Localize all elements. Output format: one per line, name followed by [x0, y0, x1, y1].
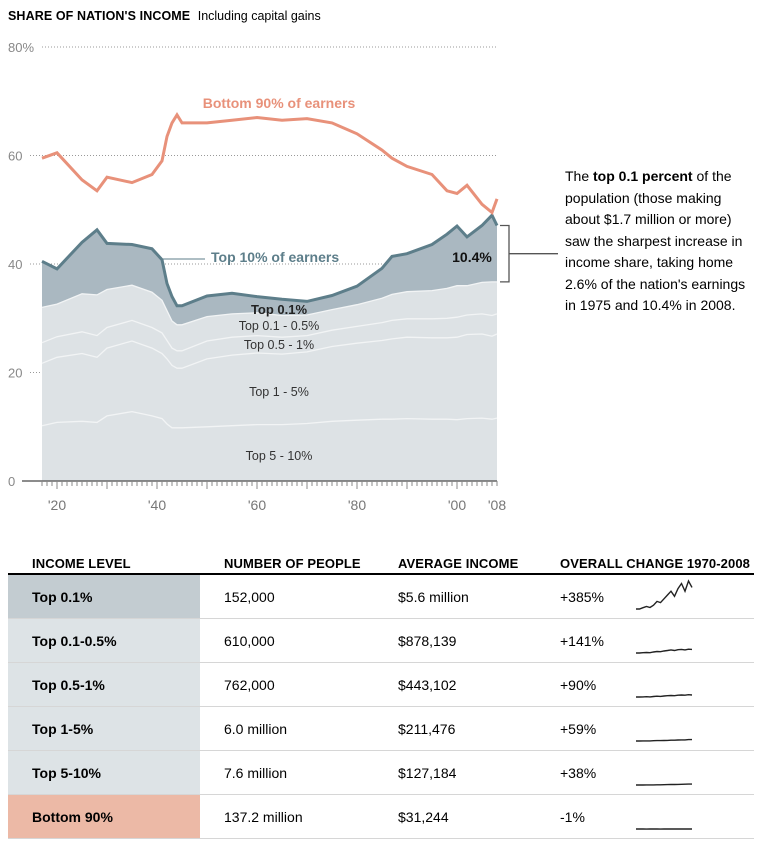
cell-income-level: Bottom 90%	[8, 794, 200, 839]
y-tick-label: 0	[8, 474, 15, 489]
top10-line	[41, 212, 499, 308]
top1-5-label: Top 1 - 5%	[249, 385, 309, 399]
callout-bracket	[500, 224, 510, 283]
change-value: -1%	[560, 808, 585, 825]
sparkline-trend	[636, 738, 692, 742]
income-table-container: INCOME LEVEL NUMBER OF PEOPLE AVERAGE IN…	[8, 553, 754, 839]
table-row: Top 1-5% 6.0 million $211,476 +59%	[8, 706, 754, 751]
cell-income-level: Top 0.5-1%	[8, 662, 200, 707]
cell-average-income: $443,102	[374, 662, 536, 707]
cell-overall-change: +90%	[536, 662, 754, 707]
bottom90-label: Bottom 90% of earners	[203, 95, 356, 111]
cell-number-of-people: 610,000	[200, 618, 374, 663]
sparkline	[636, 693, 693, 698]
top10-label: Top 10% of earners	[211, 249, 339, 265]
x-tick-label: '80	[348, 497, 366, 513]
change-value: +141%	[560, 632, 604, 649]
change-value: +59%	[560, 720, 597, 737]
income-table: INCOME LEVEL NUMBER OF PEOPLE AVERAGE IN…	[8, 553, 754, 839]
table-body: Top 0.1% 152,000 $5.6 million +385% Top 0.1-…	[8, 574, 754, 839]
sparkline-trend	[636, 648, 693, 654]
note-text-bold: top 0.1 percent	[593, 168, 693, 184]
x-tick-label: '20	[48, 497, 66, 513]
y-tick-label: 40	[8, 257, 22, 272]
cell-overall-change: +141%	[536, 618, 754, 663]
stack-boundary	[41, 281, 497, 326]
table-row: Bottom 90% 137.2 million $31,244 -1%	[8, 794, 754, 839]
sparkline	[636, 648, 693, 654]
table-row: Top 0.1-0.5% 610,000 $878,139 +141%	[8, 618, 754, 663]
cell-income-level: Top 5-10%	[8, 750, 200, 795]
sparkline-trend	[636, 579, 693, 610]
cell-average-income: $5.6 million	[374, 574, 536, 619]
sparkline	[636, 579, 693, 610]
sparkline	[636, 783, 692, 786]
income-share-chart: 0 20 40 60 80% '20 '40 '60 '80 '00 '08 Bottom 90% o…	[8, 40, 558, 513]
cell-average-income: $878,139	[374, 618, 536, 663]
header-average-income: AVERAGE INCOME	[374, 553, 536, 575]
stack-area	[42, 281, 497, 481]
change-value: +38%	[560, 764, 597, 781]
cell-number-of-people: 762,000	[200, 662, 374, 707]
cell-average-income: $31,244	[374, 794, 536, 839]
top0-1-0-5-label: Top 0.1 - 0.5%	[239, 319, 320, 333]
chart-header: SHARE OF NATION'S INCOME Including capit…	[8, 9, 321, 23]
note-text-after: of the population (those making about $1…	[565, 168, 746, 313]
table-row: Top 0.5-1% 762,000 $443,102 +90%	[8, 662, 754, 707]
cell-overall-change: +59%	[536, 706, 754, 751]
sparkline	[636, 738, 692, 742]
x-tick-label: '40	[148, 497, 166, 513]
change-value: +385%	[560, 588, 604, 605]
top5-10-label: Top 5 - 10%	[246, 449, 313, 463]
header-income-level: INCOME LEVEL	[8, 553, 200, 575]
header-overall-change: OVERALL CHANGE 1970-2008	[536, 553, 754, 575]
callout-note: The top 0.1 percent of the population (t…	[565, 166, 750, 317]
chart-title: SHARE OF NATION'S INCOME	[8, 9, 191, 23]
cell-number-of-people: 7.6 million	[200, 750, 374, 795]
cell-average-income: $127,184	[374, 750, 536, 795]
y-tick-label: 60	[8, 149, 22, 164]
cell-income-level: Top 0.1%	[8, 574, 200, 619]
y-tick-label: 80%	[8, 40, 34, 55]
sparkline	[636, 828, 692, 830]
cell-average-income: $211,476	[374, 706, 536, 751]
x-tick-label: '00	[448, 497, 466, 513]
header-number-of-people: NUMBER OF PEOPLE	[200, 553, 374, 575]
cell-number-of-people: 137.2 million	[200, 794, 374, 839]
y-tick-label: 20	[8, 366, 22, 381]
x-tick-label: '60	[248, 497, 266, 513]
stack-boundary	[41, 313, 498, 352]
stack-boundary	[41, 333, 498, 369]
change-value: +90%	[560, 676, 597, 693]
cell-number-of-people: 6.0 million	[200, 706, 374, 751]
cell-number-of-people: 152,000	[200, 574, 374, 619]
sparkline-trend	[636, 693, 693, 698]
chart-subtitle: Including capital gains	[197, 9, 321, 23]
cell-overall-change: +38%	[536, 750, 754, 795]
note-text-before: The	[565, 168, 594, 184]
top0-1-label: Top 0.1%	[251, 302, 308, 317]
callout-value: 10.4%	[452, 249, 492, 265]
sparkline-trend	[636, 783, 692, 786]
bottom90-line	[41, 111, 499, 215]
table-row: Top 5-10% 7.6 million $127,184 +38%	[8, 750, 754, 795]
table-row: Top 0.1% 152,000 $5.6 million +385%	[8, 574, 754, 619]
top0-5-1-label: Top 0.5 - 1%	[244, 338, 314, 352]
cell-income-level: Top 1-5%	[8, 706, 200, 751]
table-header-row: INCOME LEVEL NUMBER OF PEOPLE AVERAGE IN…	[8, 553, 754, 575]
stack-boundary	[41, 410, 498, 429]
cell-income-level: Top 0.1-0.5%	[8, 618, 200, 663]
x-tick-label: '08	[488, 497, 506, 513]
cell-overall-change: -1%	[536, 794, 754, 839]
cell-overall-change: +385%	[536, 574, 754, 619]
